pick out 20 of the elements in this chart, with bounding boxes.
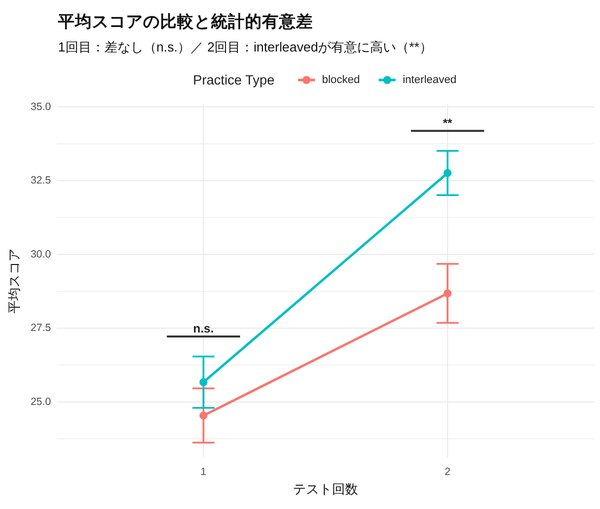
y-tick-label: 32.5 bbox=[30, 174, 52, 187]
y-tick-label: 27.5 bbox=[30, 322, 52, 334]
chart-subtitle: 1回目：差なし（n.s.）／ 2回目：interleavedが有意に高い（**） bbox=[58, 40, 432, 54]
legend-label: interleaved bbox=[402, 74, 457, 86]
x-tick-label: 2 bbox=[444, 466, 451, 478]
point bbox=[199, 378, 208, 386]
x-axis-title: テスト回数 bbox=[293, 482, 358, 496]
x-tick-label: 1 bbox=[200, 466, 207, 478]
point bbox=[444, 169, 452, 178]
annotation: ** bbox=[442, 116, 453, 130]
chart-title: 平均スコアの比較と統計的有意差 bbox=[57, 12, 313, 31]
point bbox=[444, 289, 452, 298]
y-tick-label: 30.0 bbox=[30, 248, 52, 260]
y-tick-label: 35.0 bbox=[30, 100, 52, 113]
y-axis-title: 平均スコア bbox=[6, 248, 22, 314]
point bbox=[199, 412, 208, 420]
legend-title: Practice Type bbox=[193, 72, 275, 88]
annotation: n.s. bbox=[193, 322, 214, 336]
y-tick-label: 25.0 bbox=[30, 396, 52, 408]
legend-label: blocked bbox=[322, 74, 360, 86]
